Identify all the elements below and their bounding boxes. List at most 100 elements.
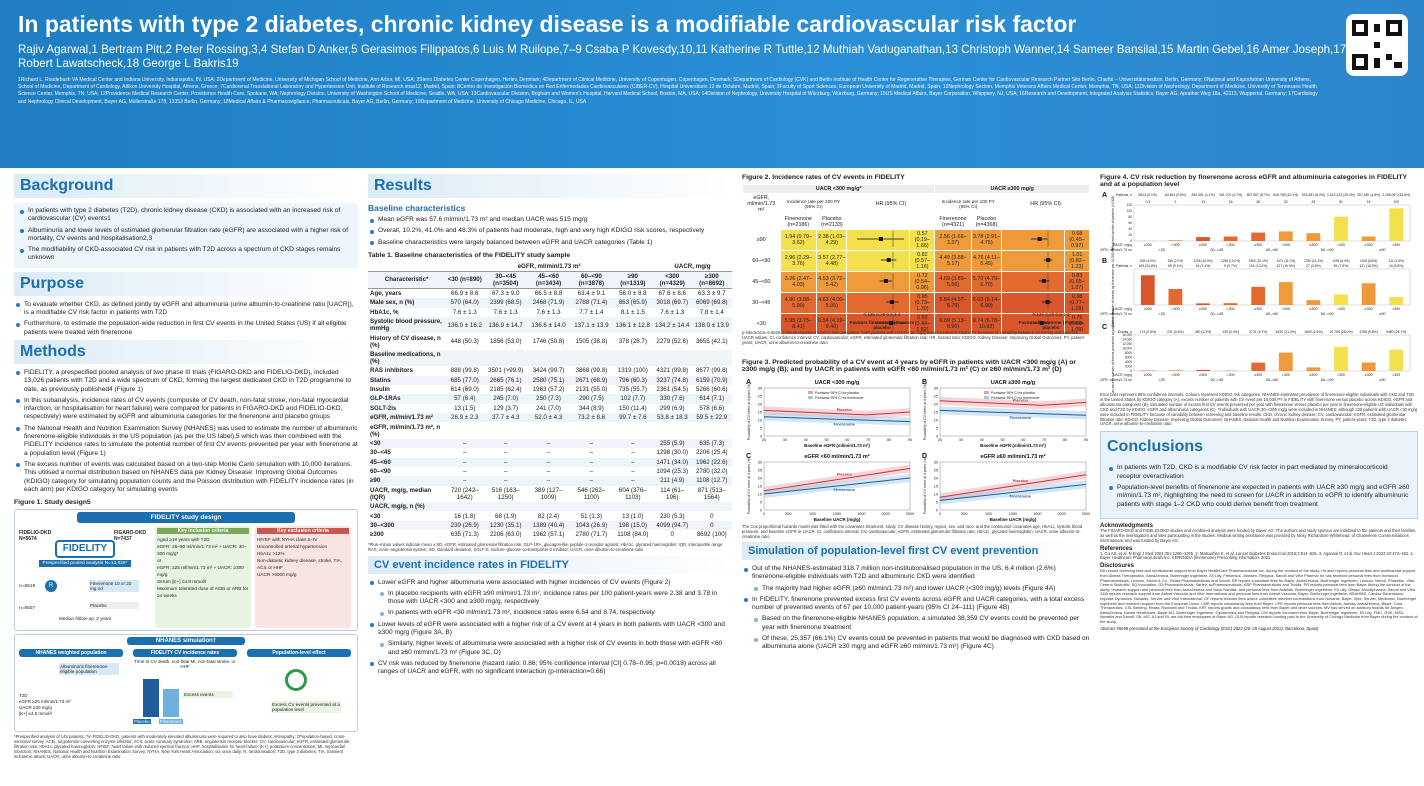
- nhanes-banner: NHANES simulation†: [127, 637, 245, 646]
- forest-tick: 1: [1063, 312, 1066, 317]
- bar-value-label: 231 (0.6%): [1167, 330, 1184, 334]
- incidence-row: 60–<90 2.96 (2.29–3.76) 3.57 (2.77–4.48) 0.…: [742, 250, 1090, 272]
- bar-value-label: 28: [1256, 200, 1260, 204]
- table-column-header: ≥300 (n=8692): [691, 271, 732, 289]
- bar: [1168, 370, 1183, 371]
- bar-value-label: 480 (1.3%): [1195, 330, 1212, 334]
- table-cell: –: [463, 477, 467, 485]
- y-tick: 8000: [1125, 351, 1132, 355]
- uacr-tick: <300: [1227, 373, 1235, 377]
- table-cell: 66.5 ± 8.8: [534, 290, 563, 298]
- background-item: In patients with type 2 diabetes (T2D), …: [18, 207, 354, 224]
- favours-finerenone: Favours finerenone: [849, 320, 893, 325]
- y-tick: 12,000: [1122, 342, 1132, 346]
- exclusion-item: HFrEF with NYHA class II–IV: [257, 537, 318, 543]
- purpose-item: To evaluate whether CKD, as defined join…: [14, 301, 358, 318]
- uacr-tick: ≥300: [1144, 373, 1152, 377]
- table-cell: –: [589, 439, 594, 447]
- table-row: 45–<60 – – – – – 1471 (34.0) 1962 (22.6): [368, 457, 732, 467]
- table-cell: –: [589, 468, 594, 476]
- forest-tick: 0.25: [876, 312, 886, 317]
- nhanes-population-panel: NHANES weighted population Albuminuric f…: [19, 649, 123, 729]
- table-cell: 0: [710, 521, 714, 529]
- table-column-header: Characteristic*: [368, 271, 446, 289]
- forest-plot-row: [1043, 252, 1053, 268]
- x-axis-label: Baseline eGFR (ml/min/1.73 m²): [804, 443, 870, 448]
- table-cell: 1471 (34.0): [656, 458, 689, 466]
- uacr-tick: ≥300: [1199, 373, 1207, 377]
- background-item: The modifiability of CKD-associated CV r…: [18, 246, 354, 263]
- incidence-cell: 60–<90: [742, 250, 781, 272]
- patient-count: 301,702 (4.7%): [1219, 193, 1242, 197]
- table-cell: [527, 422, 570, 438]
- y-tick: 30: [934, 387, 938, 391]
- placebo-label: Placebo: [837, 471, 853, 476]
- table-cell: 16 (1.8): [454, 512, 476, 520]
- qr-code-icon[interactable]: [1346, 14, 1408, 76]
- table-column-header: <30 (n=890): [445, 271, 485, 289]
- x-tick: 2500: [906, 512, 914, 516]
- exclusion-box: Key exclusion criteria HFrEF with NYHA c…: [255, 526, 351, 629]
- pla-label: Placebo: [822, 216, 842, 222]
- nhanes-pop-title: NHANES weighted population: [19, 649, 123, 658]
- table-cell: [653, 502, 692, 511]
- table-cell: 82 (2.4): [537, 512, 560, 520]
- table-cell: [484, 502, 527, 511]
- column-3: Figure 2. Incidence rates of CV events i…: [742, 174, 1090, 782]
- incidence-rate-table: UACR <300 mg/g* UACR ≥300 mg/g eGFR, ml/m…: [742, 184, 1090, 335]
- table-cell: –: [546, 468, 551, 476]
- y-axis-label: Probability of CV event at 4 years (%): [923, 458, 927, 515]
- table-row: 30–<45 – – – – – 1298 (30.0) 2206 (25.4): [368, 448, 732, 457]
- bar: [1223, 236, 1238, 241]
- y-tick: 10,000: [1122, 347, 1132, 351]
- cv-incidence-heading: CV event incidence rates in FIDELITY: [368, 555, 732, 574]
- table-cell: 8692 (100): [696, 531, 727, 539]
- table-cell: –: [503, 449, 508, 457]
- figure-4-svg: A Weighted number of patients (×1000) 0.3 6…: [1100, 192, 1411, 397]
- incidence-panel: FIDELITY CV incidence rates Time to CV d…: [133, 649, 237, 729]
- table-cell: 871 (513–1564): [697, 486, 726, 501]
- forest-tick: 2: [1066, 312, 1070, 317]
- bar-value-label: 127 (16.9%): [1277, 264, 1295, 268]
- figure-2-title: Figure 2. Incidence rates of CV events i…: [742, 174, 905, 181]
- patients-n: 211 (1.6%): [1389, 259, 1404, 263]
- plot-area: [1133, 204, 1411, 242]
- table-cell: 635 (7.3): [699, 439, 725, 447]
- uacr-axis-label: UACR, mg/g: [1113, 243, 1132, 247]
- uacr-tick: <300: [1337, 243, 1345, 247]
- table-cell: 4321 (99.8): [656, 367, 689, 375]
- x-tick: 40: [980, 438, 984, 442]
- results-item: Overall, 10.2%, 41.0% and 48.3% of patie…: [368, 227, 732, 235]
- patients-n: 1298 (10.0%): [1221, 259, 1240, 263]
- bar-value-label: 101 (13.4%): [1249, 264, 1267, 268]
- finerenone-line: [939, 409, 1087, 416]
- bar-value-label: 10,759 (28.0%): [1329, 330, 1352, 334]
- finerenone-line: [763, 477, 911, 495]
- study-design-banner: FIDELITY study design: [77, 512, 295, 524]
- hr-header-left: HR (95% CI): [846, 193, 936, 215]
- table-cell: History of CV disease, n (%): [370, 334, 441, 349]
- hr-point: [1046, 258, 1051, 262]
- figure-1-title: Figure 1. Study design5: [14, 499, 91, 507]
- poster-title: In patients with type 2 diabetes, chroni…: [18, 11, 1077, 37]
- table-cell: eGFR, ml/min/1.73 m²: [370, 414, 433, 422]
- forest-marker-cell: [846, 271, 911, 293]
- y-tick: 2000: [1125, 365, 1132, 369]
- y-tick: 0: [1130, 239, 1132, 243]
- table-row: Baseline medications, n (%): [368, 349, 732, 367]
- figure-4-title: Figure 4. CV risk reduction by finerenon…: [1100, 174, 1407, 188]
- table-cell: 570 (64.0): [450, 299, 479, 307]
- table-cell: Age, years: [370, 290, 402, 298]
- conclusions-box: Conclusions In patients with T2D, CKD is…: [1100, 431, 1418, 519]
- placebo-arm: Placebo: [89, 602, 139, 610]
- patient-count: 2,186,067 (33.6%): [1382, 193, 1410, 197]
- table-cell: 241 (7.0): [536, 404, 561, 412]
- table-cell: 1108 (12.7): [696, 477, 728, 485]
- table-cell: [570, 422, 613, 438]
- legend-finerenone: Pointwise 95% CI for finerenone: [815, 396, 864, 400]
- table-cell: 136.6 ± 14.0: [531, 321, 566, 329]
- incidence-cell: 0.68 (0.45–0.97): [1064, 229, 1090, 251]
- incidence-cell: 0.57 (0.19–1.66): [909, 229, 936, 251]
- table-cell: 0: [670, 531, 674, 539]
- n-pla-high: (n=4368): [975, 222, 998, 228]
